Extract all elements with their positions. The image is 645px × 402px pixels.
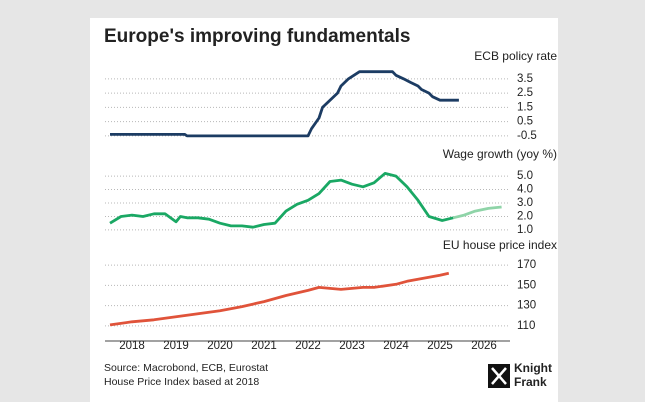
y-tick-label: 150: [517, 279, 536, 291]
logo-text: Frank: [514, 375, 547, 389]
y-tick-label: 3.5: [517, 73, 533, 85]
y-tick-label: 130: [517, 300, 536, 312]
y-tick-label: 2.5: [517, 87, 533, 99]
x-tick-label: 2022: [295, 340, 321, 352]
logo-mark: [491, 367, 507, 385]
y-tick-label: 110: [517, 320, 535, 332]
x-tick-label: 2021: [251, 340, 277, 352]
y-tick-label: -0.5: [517, 130, 537, 142]
x-tick-label: 2020: [207, 340, 233, 352]
chart-title: Europe's improving fundamentals: [104, 26, 410, 47]
line: [110, 70, 459, 138]
x-tick-label: 2024: [383, 340, 409, 352]
y-tick-label: 3.0: [517, 197, 533, 209]
panel-title: EU house price index: [443, 238, 557, 252]
line: [109, 172, 454, 229]
line: [109, 271, 450, 327]
x-tick-label: 2023: [339, 340, 365, 352]
y-tick-label: 2.0: [517, 210, 533, 222]
y-tick-label: 5.0: [517, 170, 533, 182]
y-tick-label: 0.5: [517, 116, 533, 128]
y-tick-label: 4.0: [517, 184, 533, 196]
x-tick-label: 2018: [119, 340, 145, 352]
panel-title: Wage growth (yoy %): [443, 147, 557, 161]
y-tick-label: 1.0: [517, 224, 533, 236]
y-tick-label: 170: [517, 259, 536, 271]
logo: Knight Frank: [488, 361, 552, 389]
panel-title: ECB policy rate: [474, 49, 557, 63]
x-tick-label: 2025: [427, 340, 453, 352]
x-tick-label: 2019: [163, 340, 189, 352]
source: Source: Macrobond, ECB, Eurostat: [104, 362, 268, 374]
y-tick-label: 1.5: [517, 101, 533, 113]
x-tick-label: 2026: [471, 340, 497, 352]
source: House Price Index based at 2018: [104, 376, 259, 388]
logo-text: Knight: [514, 361, 552, 375]
line: [452, 205, 502, 220]
